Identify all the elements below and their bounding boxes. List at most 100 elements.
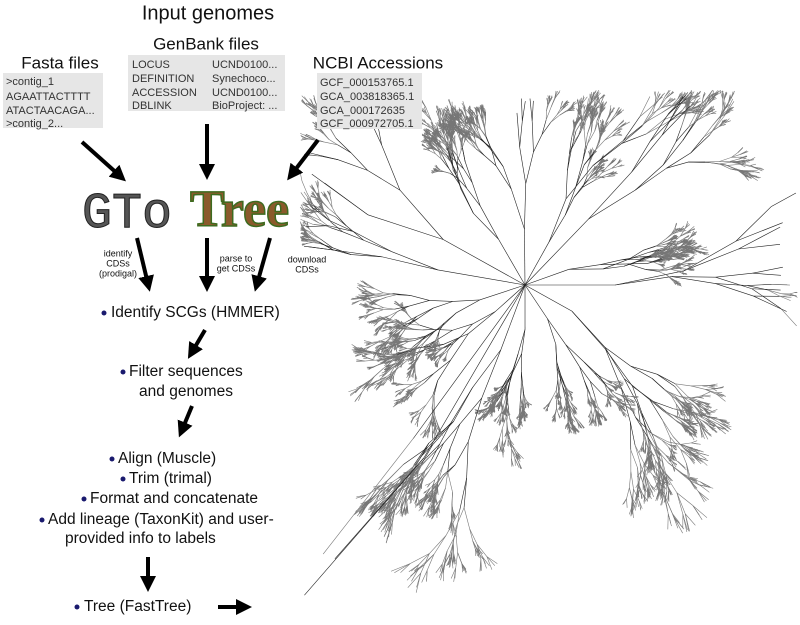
tree-branch (645, 476, 649, 488)
tree-branch (514, 458, 519, 467)
tree-branch (414, 564, 420, 573)
tree-branch (491, 395, 494, 399)
tree-branch (506, 382, 509, 387)
tree-branch (691, 430, 697, 435)
tree-branch (556, 393, 558, 397)
tree-branch (703, 409, 709, 416)
tree-branch (435, 506, 439, 512)
tree-branch (597, 413, 599, 417)
tree-branch (503, 407, 507, 412)
tree-branch (416, 419, 419, 427)
tree-branch (684, 513, 690, 532)
tree-branch (570, 391, 573, 394)
tree-branch (368, 508, 377, 513)
tree-branch (480, 413, 485, 418)
tree-branch (484, 403, 488, 407)
tree-branch (437, 359, 451, 381)
tree-branch (516, 452, 522, 459)
tree-branch (691, 440, 698, 444)
tree-branch (389, 483, 395, 488)
tree-branch (502, 390, 505, 397)
tree-branch (567, 412, 570, 417)
tree-branch (676, 492, 694, 506)
tree-branch (493, 396, 496, 401)
tree-branch (426, 554, 435, 571)
tree-branch (548, 401, 551, 405)
tree-branch (505, 401, 509, 408)
tree-branch (410, 393, 413, 397)
tree-branch (553, 413, 556, 417)
tree-branch (497, 387, 503, 394)
tree-branch (565, 344, 585, 363)
tree-branch (388, 311, 398, 317)
tree-branch (685, 421, 692, 428)
tree-branch (524, 410, 527, 414)
tree-branch (780, 308, 797, 327)
tree-branch (693, 416, 703, 428)
tree-branch (592, 400, 596, 405)
tree-branch (386, 498, 393, 506)
tree-branch (680, 449, 690, 455)
tree-branch (691, 411, 696, 417)
tree-branch (547, 318, 557, 345)
tree-branch (493, 393, 499, 397)
tree-branch (605, 349, 622, 388)
tree-branch (649, 399, 665, 412)
tree-branch (607, 380, 611, 383)
tree-branch (682, 396, 693, 405)
tree-branch (662, 419, 671, 438)
tree-branch (567, 426, 569, 430)
tree-branch (501, 411, 504, 415)
tree-branch (594, 404, 598, 408)
tree-branch (608, 402, 612, 407)
tree-branch (588, 416, 592, 424)
tree-branch (614, 387, 617, 390)
tree-branch (429, 495, 435, 508)
tree-branch (476, 544, 483, 557)
tree-branch (681, 401, 688, 409)
tree-branch (556, 379, 559, 390)
tree-branch (571, 418, 576, 423)
tree-branch (380, 317, 388, 321)
tree-branch (504, 439, 507, 448)
tree-branch (641, 460, 647, 472)
tree-branch (597, 406, 603, 413)
tree-branch (403, 478, 408, 488)
tree-branch (617, 385, 621, 389)
tree-branch (700, 410, 707, 416)
tree-branch (494, 389, 497, 392)
tree-branch (496, 412, 502, 419)
tree-branch (698, 491, 709, 500)
tree-branch (615, 402, 622, 407)
tree-branch (524, 284, 573, 312)
tree-branch (357, 506, 366, 517)
tree-branch (605, 379, 609, 382)
tree-branch (590, 410, 594, 417)
tree-branch (556, 408, 559, 414)
tree-branch (705, 388, 716, 390)
tree-branch (747, 285, 768, 291)
tree-branch (505, 390, 508, 395)
tree-branch (592, 402, 596, 410)
tree-branch (439, 355, 441, 357)
tree-branch (595, 420, 598, 427)
tree-branch (663, 494, 668, 511)
tree-branch (677, 410, 681, 418)
tree-branch (571, 397, 574, 401)
tree-branch (629, 471, 632, 488)
tree-branch (643, 460, 647, 473)
tree-branch (487, 396, 491, 398)
tree-branch (562, 385, 567, 402)
tree-branch (354, 351, 362, 354)
tree-branch (674, 395, 683, 403)
tree-branch (490, 407, 493, 411)
tree-branch (674, 415, 682, 422)
tree-branch (656, 476, 659, 491)
tree-branch (698, 491, 707, 502)
tree-branch (672, 445, 677, 447)
tree-branch (675, 383, 688, 397)
tree-branch (366, 357, 375, 361)
tree-branch (376, 479, 389, 490)
tree-branch (672, 513, 680, 524)
tree-branch (482, 556, 486, 564)
